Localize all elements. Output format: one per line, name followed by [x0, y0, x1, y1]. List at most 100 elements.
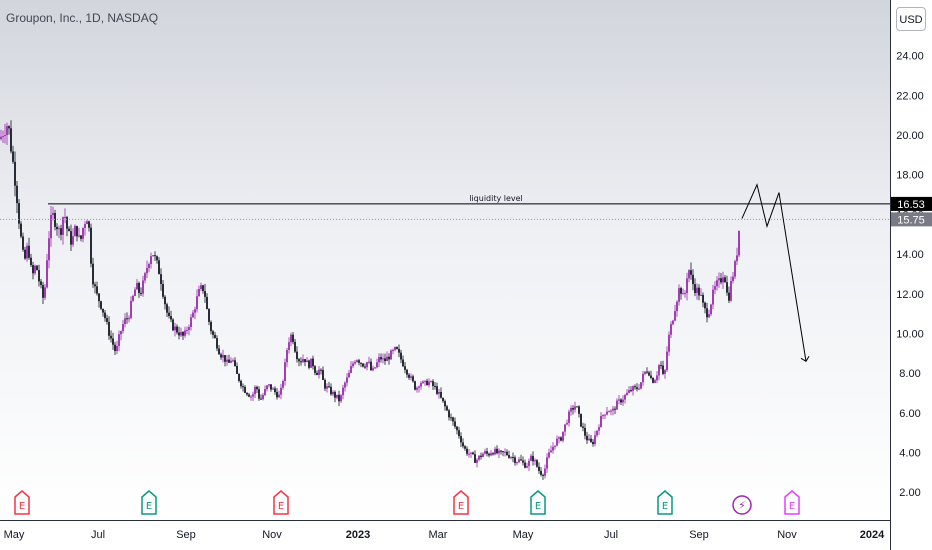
candle-body [466, 448, 468, 454]
candle-body [680, 288, 682, 294]
candle-body [648, 372, 650, 376]
event-marker[interactable] [732, 495, 752, 515]
candle-body [278, 394, 280, 398]
candle-body [698, 287, 700, 296]
candle-body [56, 226, 58, 230]
candle-body [84, 224, 86, 228]
candle-body [726, 282, 728, 293]
candle-body [144, 273, 146, 281]
earnings-marker[interactable] [530, 490, 546, 515]
candle-body [326, 386, 328, 389]
candle-body [36, 265, 38, 271]
candle-body [40, 281, 42, 286]
candle-body [630, 390, 632, 392]
candle-body [524, 462, 526, 468]
candle-body [628, 390, 630, 393]
candle-body [20, 223, 22, 237]
candle-body [394, 347, 396, 351]
candle-body [602, 415, 604, 417]
earnings-marker[interactable] [14, 490, 30, 515]
candle-body [688, 270, 690, 279]
candle-body [626, 392, 628, 396]
candle-body [396, 347, 398, 349]
candle-body [456, 426, 458, 431]
event-marker-label: E [535, 501, 541, 512]
currency-button[interactable]: USD [896, 7, 926, 31]
candle-body [734, 261, 736, 277]
candle-body [128, 317, 130, 320]
candle-body [316, 372, 318, 376]
candle-body [186, 329, 188, 331]
candle-body [590, 438, 592, 442]
candle-body [658, 365, 660, 376]
candle-body [262, 395, 264, 400]
candle-body [714, 286, 716, 290]
candle-body [692, 274, 694, 285]
candle-body [634, 386, 636, 388]
candle-body [460, 436, 462, 443]
candle-body [44, 287, 46, 298]
candle-body [686, 278, 688, 294]
chart-title: Groupon, Inc., 1D, NASDAQ [6, 11, 159, 25]
candle-body [570, 408, 572, 412]
candle-body [116, 346, 118, 352]
candle-body [642, 373, 644, 383]
candle-body [258, 389, 260, 399]
candle-body [164, 296, 166, 305]
candle-body [202, 285, 204, 292]
earnings-marker[interactable] [784, 490, 800, 515]
candle-body [340, 395, 342, 402]
candle-body [564, 424, 566, 432]
candle-body [506, 451, 508, 456]
earnings-marker[interactable] [141, 490, 157, 515]
candle-body [388, 356, 390, 360]
candles-layer [0, 120, 740, 481]
candle-body [582, 426, 584, 428]
candle-body [320, 369, 322, 371]
candle-body [594, 435, 596, 445]
candle-body [350, 366, 352, 373]
candle-body [360, 362, 362, 364]
candle-body [334, 391, 336, 398]
projection-path[interactable] [741, 183, 807, 362]
candle-body [24, 249, 26, 259]
candle-body [414, 381, 416, 390]
event-marker-label: E [789, 501, 795, 512]
candle-body [440, 392, 442, 398]
candle-body [96, 286, 98, 294]
earnings-marker[interactable] [273, 490, 289, 515]
candle-body [376, 362, 378, 368]
candle-body [684, 293, 686, 295]
candle-body [206, 296, 208, 310]
candle-body [102, 308, 104, 313]
candle-body [226, 359, 228, 362]
candle-body [470, 452, 472, 454]
candle-body [134, 289, 136, 296]
candle-body [174, 326, 176, 331]
candle-body [50, 215, 52, 239]
earnings-marker[interactable] [657, 490, 673, 515]
candle-body [474, 454, 476, 463]
candle-body [374, 367, 376, 369]
event-marker-label: E [662, 501, 668, 512]
liquidity-price-tag [891, 196, 932, 211]
time-axis[interactable]: May Jul Sep Nov 2023 Mar May Jul Sep Nov 2024 [4, 529, 886, 541]
candle-body [312, 358, 314, 367]
candle-body [82, 227, 84, 239]
candle-body [28, 245, 30, 258]
candle-body [364, 366, 366, 368]
candle-body [34, 265, 36, 274]
candle-body [98, 293, 100, 302]
candle-body [370, 361, 372, 371]
candle-body [512, 457, 514, 459]
x-tick-label: May [513, 529, 534, 541]
candle-body [284, 362, 286, 382]
candle-body [652, 377, 654, 383]
candle-body [406, 369, 408, 375]
candle-body [152, 255, 154, 257]
candle-body [532, 455, 534, 462]
candle-body [490, 453, 492, 456]
candle-body [146, 267, 148, 274]
earnings-marker[interactable] [453, 490, 469, 515]
